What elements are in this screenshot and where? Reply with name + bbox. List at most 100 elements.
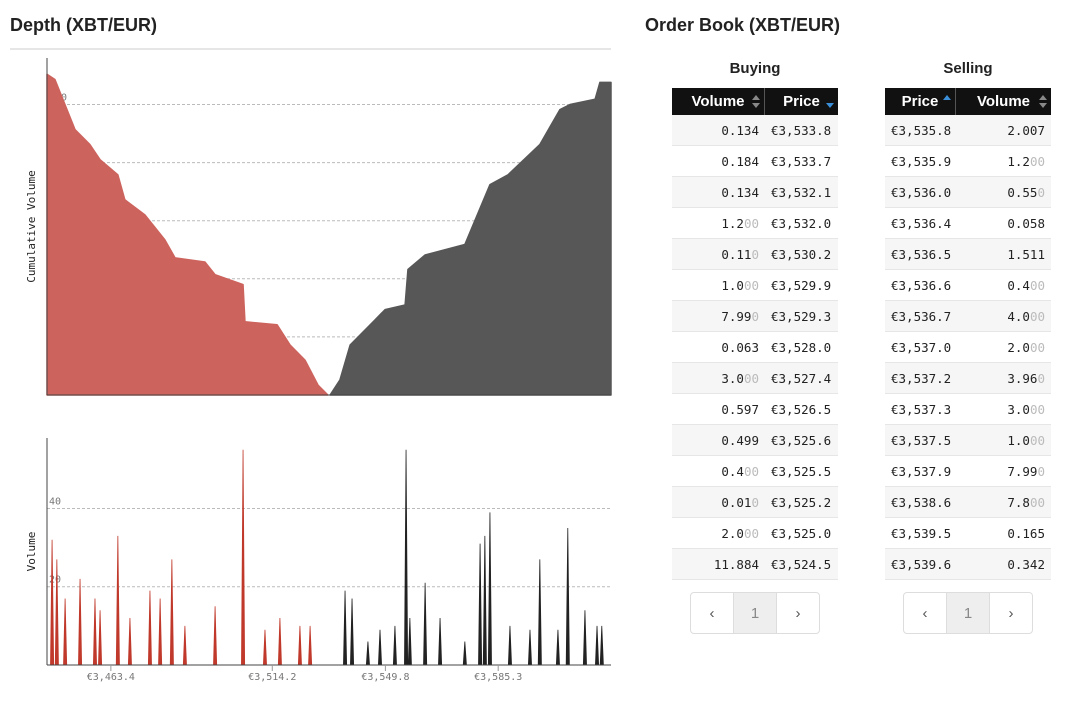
table-row: 2.000 €3,525.0	[672, 518, 838, 549]
column-header[interactable]: Price	[885, 88, 956, 115]
table-row: 1.000 €3,529.9	[672, 270, 838, 301]
volume-spike	[350, 598, 355, 666]
volume-spike	[599, 625, 604, 666]
volume-cell: 0.400	[721, 463, 759, 479]
price-cell: €3,535.9	[891, 153, 952, 169]
volume-spike	[423, 582, 428, 666]
table-header: Price Volume	[885, 88, 1051, 115]
volume-cell: 0.597	[721, 401, 759, 417]
table-row: 3.000 €3,527.4	[672, 363, 838, 394]
price-cell: €3,537.3	[891, 401, 952, 417]
price-cell: €3,537.5	[891, 432, 952, 448]
volume-spike	[392, 625, 397, 666]
volume-cell: 2.007	[1007, 122, 1045, 138]
depth-title: Depth (XBT/EUR)	[10, 15, 157, 35]
column-title: Price	[783, 93, 820, 110]
price-cell: €3,537.0	[891, 339, 952, 355]
y-axis-label: Cumulative Volume	[25, 170, 38, 283]
price-cell: €3,532.1	[771, 184, 832, 200]
volume-cell: 0.499	[721, 432, 759, 448]
price-cell: €3,536.5	[891, 246, 952, 262]
price-cell: €3,533.7	[771, 153, 832, 169]
volume-cell: 0.110	[721, 246, 759, 262]
price-cell: €3,526.5	[771, 401, 832, 417]
sort-icon	[943, 95, 951, 100]
volume-cell: 2.000	[1007, 339, 1045, 355]
price-cell: €3,538.6	[891, 494, 952, 510]
volume-cell: 0.400	[1007, 277, 1045, 293]
volume-cell: 0.550	[1007, 184, 1045, 200]
table-row: 0.010 €3,525.2	[672, 487, 838, 518]
table-header: Volume Price	[672, 88, 838, 115]
volume-cell: 11.884	[713, 556, 759, 572]
column-header[interactable]: Volume	[672, 88, 765, 115]
price-cell: €3,539.6	[891, 556, 952, 572]
table-row: €3,535.8 2.007	[885, 115, 1051, 146]
page-current[interactable]: 1	[734, 593, 777, 633]
table-caption: Selling	[943, 60, 993, 77]
price-cell: €3,536.4	[891, 215, 952, 231]
page-arrow[interactable]: ›	[795, 604, 801, 622]
volume-cell: 4.000	[1007, 308, 1045, 324]
volume-spike	[404, 449, 409, 666]
column-header[interactable]: Volume	[956, 88, 1051, 115]
volume-spike	[127, 618, 132, 666]
table-row: €3,536.6 0.400	[885, 270, 1051, 301]
table-caption: Buying	[729, 60, 781, 77]
price-cell: €3,525.0	[771, 525, 832, 541]
volume-spike	[462, 641, 467, 666]
page-arrow[interactable]: ‹	[904, 593, 947, 633]
volume-spike	[582, 610, 587, 666]
volume-spike	[182, 625, 187, 666]
volume-cell: 1.000	[1007, 432, 1045, 448]
volume-cell: 0.058	[1007, 215, 1045, 231]
volume-spike	[343, 590, 348, 666]
volume-cell: 2.000	[721, 525, 759, 541]
volume-cell: 7.990	[1007, 463, 1045, 479]
price-cell: €3,525.6	[771, 432, 832, 448]
column-title: Volume	[691, 93, 745, 110]
sort-icon	[752, 95, 760, 108]
y-tick-label: 20	[49, 575, 61, 586]
table-row: 1.200 €3,532.0	[672, 208, 838, 239]
price-cell: €3,536.6	[891, 277, 952, 293]
table-row: 0.134 €3,532.1	[672, 177, 838, 208]
volume-spike	[169, 559, 174, 666]
volume-spike	[537, 559, 542, 666]
sort-icon	[1039, 95, 1047, 108]
table-row: €3,537.5 1.000	[885, 425, 1051, 456]
table-row: €3,537.0 2.000	[885, 332, 1051, 363]
volume-spike	[507, 625, 512, 666]
page-arrow[interactable]: ›	[1008, 604, 1014, 622]
column-title: Volume	[976, 93, 1031, 110]
x-tick-label: €3,514.2	[248, 672, 296, 683]
column-header[interactable]: Price	[765, 88, 838, 115]
column-title: Price	[901, 93, 939, 110]
price-cell: €3,537.9	[891, 463, 952, 479]
table-row: €3,537.9 7.990	[885, 456, 1051, 487]
table-row: €3,537.2 3.960	[885, 363, 1051, 394]
price-cell: €3,528.0	[771, 339, 832, 355]
depth-area	[46, 73, 329, 396]
volume-spike	[158, 598, 163, 666]
table-row: 0.400 €3,525.5	[672, 456, 838, 487]
order-book-title: Order Book (XBT/EUR)	[645, 15, 841, 35]
table-row: €3,536.7 4.000	[885, 301, 1051, 332]
table-row: €3,537.3 3.000	[885, 394, 1051, 425]
volume-spike	[213, 606, 218, 666]
volume-cell: 0.063	[721, 339, 759, 355]
volume-spike	[147, 590, 152, 666]
page-arrow[interactable]: ‹	[691, 593, 734, 633]
page-current[interactable]: 1	[947, 593, 990, 633]
volume-spike	[595, 625, 600, 666]
depth-area	[329, 81, 612, 396]
volume-cell: 1.511	[1007, 246, 1045, 262]
volume-spike	[407, 618, 412, 666]
volume-spike	[555, 629, 560, 666]
price-cell: €3,529.3	[771, 308, 832, 324]
volume-spike	[50, 539, 55, 666]
volume-spike	[478, 543, 483, 666]
selling-table: Selling Price Volume €3,535.8 2.007 €3,535.9 1…	[885, 50, 1051, 634]
table-row: 0.134 €3,533.8	[672, 115, 838, 146]
table-row: €3,536.0 0.550	[885, 177, 1051, 208]
